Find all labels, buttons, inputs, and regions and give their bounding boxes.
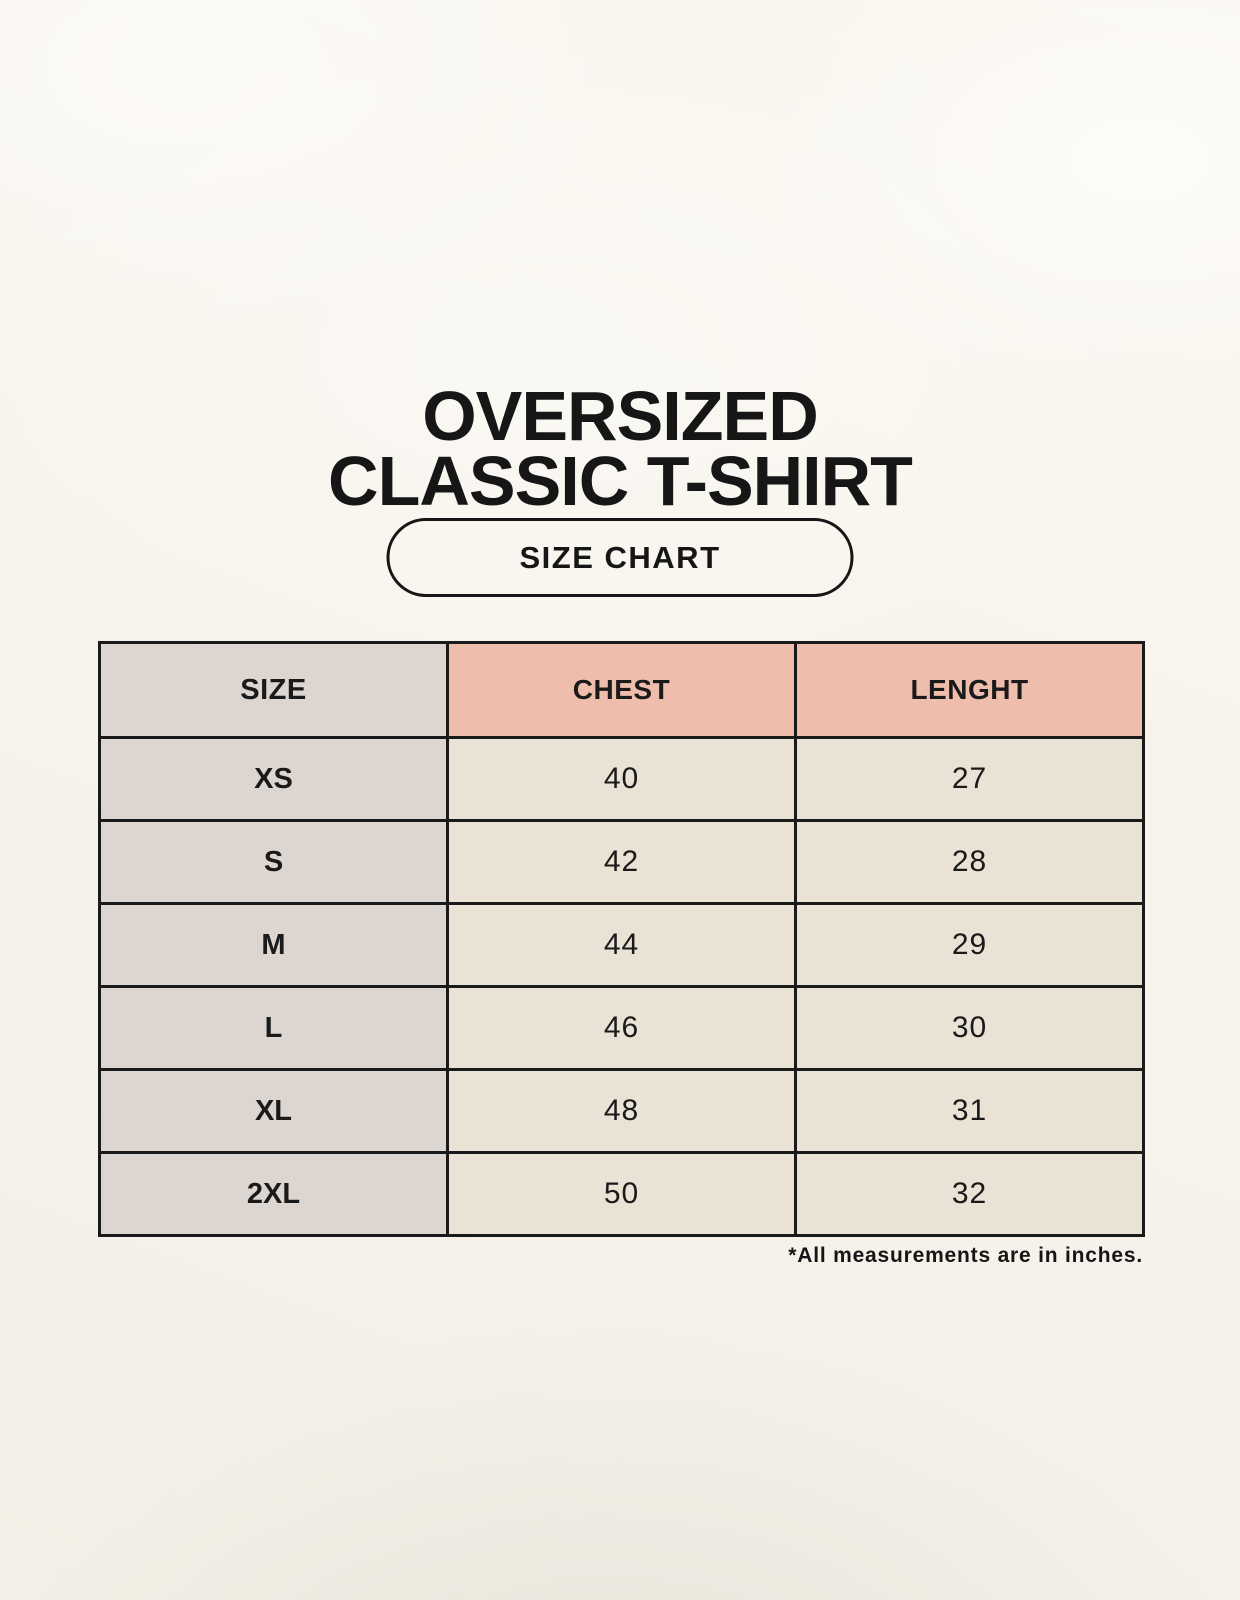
table-row: M 44 29: [98, 902, 1145, 988]
chest-cell: 46: [446, 985, 797, 1071]
measurements-footnote: *All measurements are in inches.: [788, 1244, 1143, 1267]
column-header-length: LENGHT: [794, 641, 1145, 739]
table-row: XL 48 31: [98, 1068, 1145, 1154]
size-cell: L: [98, 985, 449, 1071]
chest-cell: 50: [446, 1151, 797, 1237]
product-title-line1: OVERSIZED: [422, 376, 819, 455]
size-cell: 2XL: [98, 1151, 449, 1237]
size-cell: XL: [98, 1068, 449, 1154]
chest-cell: 40: [446, 736, 797, 822]
length-cell: 29: [794, 902, 1145, 988]
size-chart-badge-label: SIZE CHART: [519, 539, 721, 575]
length-cell: 32: [794, 1151, 1145, 1237]
length-cell: 27: [794, 736, 1145, 822]
size-cell: XS: [98, 736, 449, 822]
chest-cell: 42: [446, 819, 797, 905]
table-row: L 46 30: [98, 985, 1145, 1071]
length-cell: 31: [794, 1068, 1145, 1154]
product-title-line2: CLASSIC T-SHIRT: [328, 441, 913, 520]
size-chart-badge[interactable]: SIZE CHART: [386, 518, 854, 597]
table-row: S 42 28: [98, 819, 1145, 905]
table-row: XS 40 27: [98, 736, 1145, 822]
chest-cell: 44: [446, 902, 797, 988]
length-cell: 28: [794, 819, 1145, 905]
product-title: OVERSIZED CLASSIC T-SHIRT: [0, 376, 1240, 520]
chest-cell: 48: [446, 1068, 797, 1154]
column-header-chest: CHEST: [446, 641, 797, 739]
size-chart-table: SIZE CHEST LENGHT XS 40 27 S 42 28 M 44 …: [98, 641, 1145, 1237]
size-cell: M: [98, 902, 449, 988]
column-header-size: SIZE: [98, 641, 449, 739]
size-cell: S: [98, 819, 449, 905]
table-row: 2XL 50 32: [98, 1151, 1145, 1237]
header-row: SIZE CHEST LENGHT: [98, 641, 1145, 739]
length-cell: 30: [794, 985, 1145, 1071]
